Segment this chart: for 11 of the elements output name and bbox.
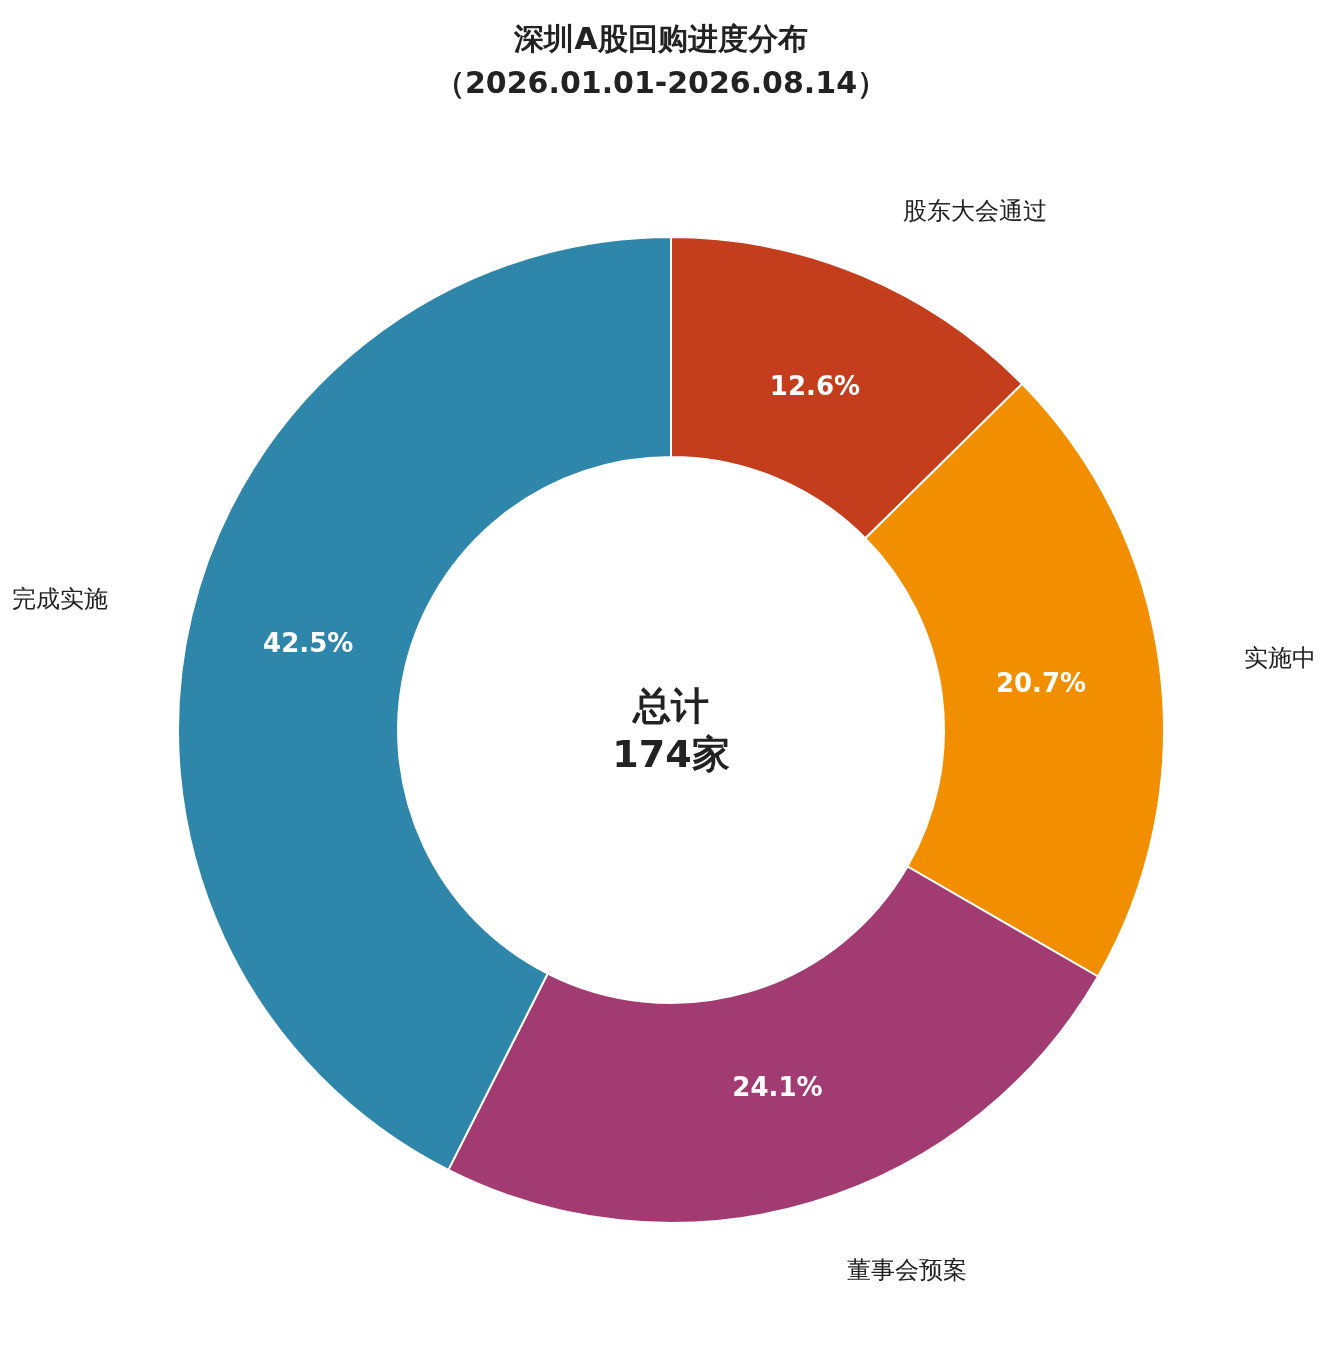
chart-subtitle: （2026.01.01-2026.08.14） [434,64,888,100]
text: 总计 174家 [612,684,730,776]
data-label: 24.1% [732,1072,823,1103]
slice-label: 完成实施 [12,585,109,614]
data-label: 42.5% [263,628,354,659]
slice-label: 股东大会通过 [903,196,1048,225]
data-label: 12.6% [769,370,861,401]
chart-title: 深圳A股回购进度分布 [513,20,808,56]
data-label: 20.7% [995,667,1087,698]
slice-label: 实施中 [1244,644,1317,673]
slice-label: 董事会预案 [846,1255,967,1284]
